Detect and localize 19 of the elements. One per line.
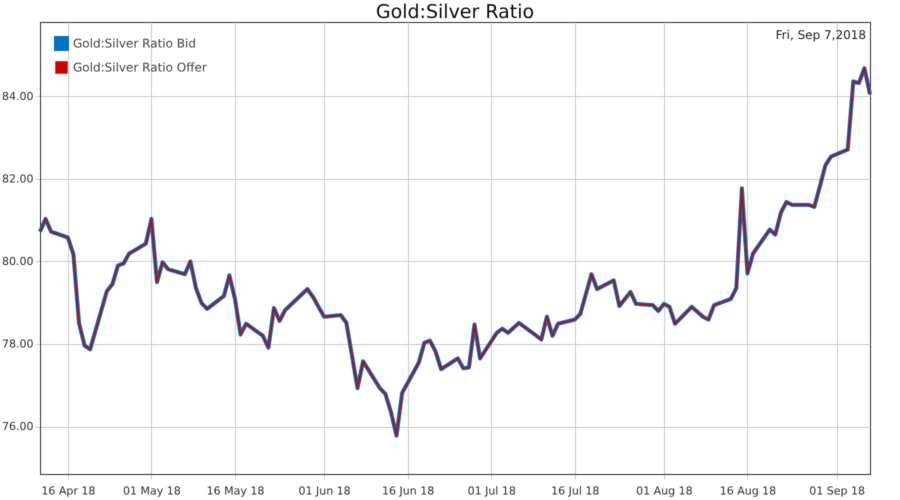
annotation: Fri, Sep 7,2018	[776, 28, 866, 42]
x-tick-label: 01 Sep 18	[809, 484, 865, 498]
y-tick-label: 76.00	[2, 420, 34, 434]
x-tick-label: 01 Jul 18	[468, 484, 516, 498]
legend-label: Gold:Silver Ratio Offer	[73, 60, 207, 74]
x-tick-label: 01 Jun 18	[298, 484, 351, 498]
x-tick-label: 16 Jul 18	[551, 484, 600, 498]
legend-label: Gold:Silver Ratio Bid	[73, 36, 196, 50]
y-tick-label: 84.00	[2, 90, 34, 103]
x-tick-label: 01 Aug 18	[636, 484, 693, 498]
x-tick-label: 16 May 18	[206, 484, 264, 498]
y-tick-label: 80.00	[2, 254, 34, 268]
x-tick-label: 01 May 18	[123, 484, 181, 498]
y-tick-label: 78.00	[2, 337, 34, 350]
x-tick-label: 16 Aug 18	[720, 484, 776, 498]
x-tick-label: 16 Jun 18	[382, 484, 434, 498]
x-tick-label: 16 Apr 18	[41, 484, 96, 498]
chart-title: Gold:Silver Ratio	[376, 1, 534, 23]
y-tick-label: 82.00	[2, 172, 34, 186]
